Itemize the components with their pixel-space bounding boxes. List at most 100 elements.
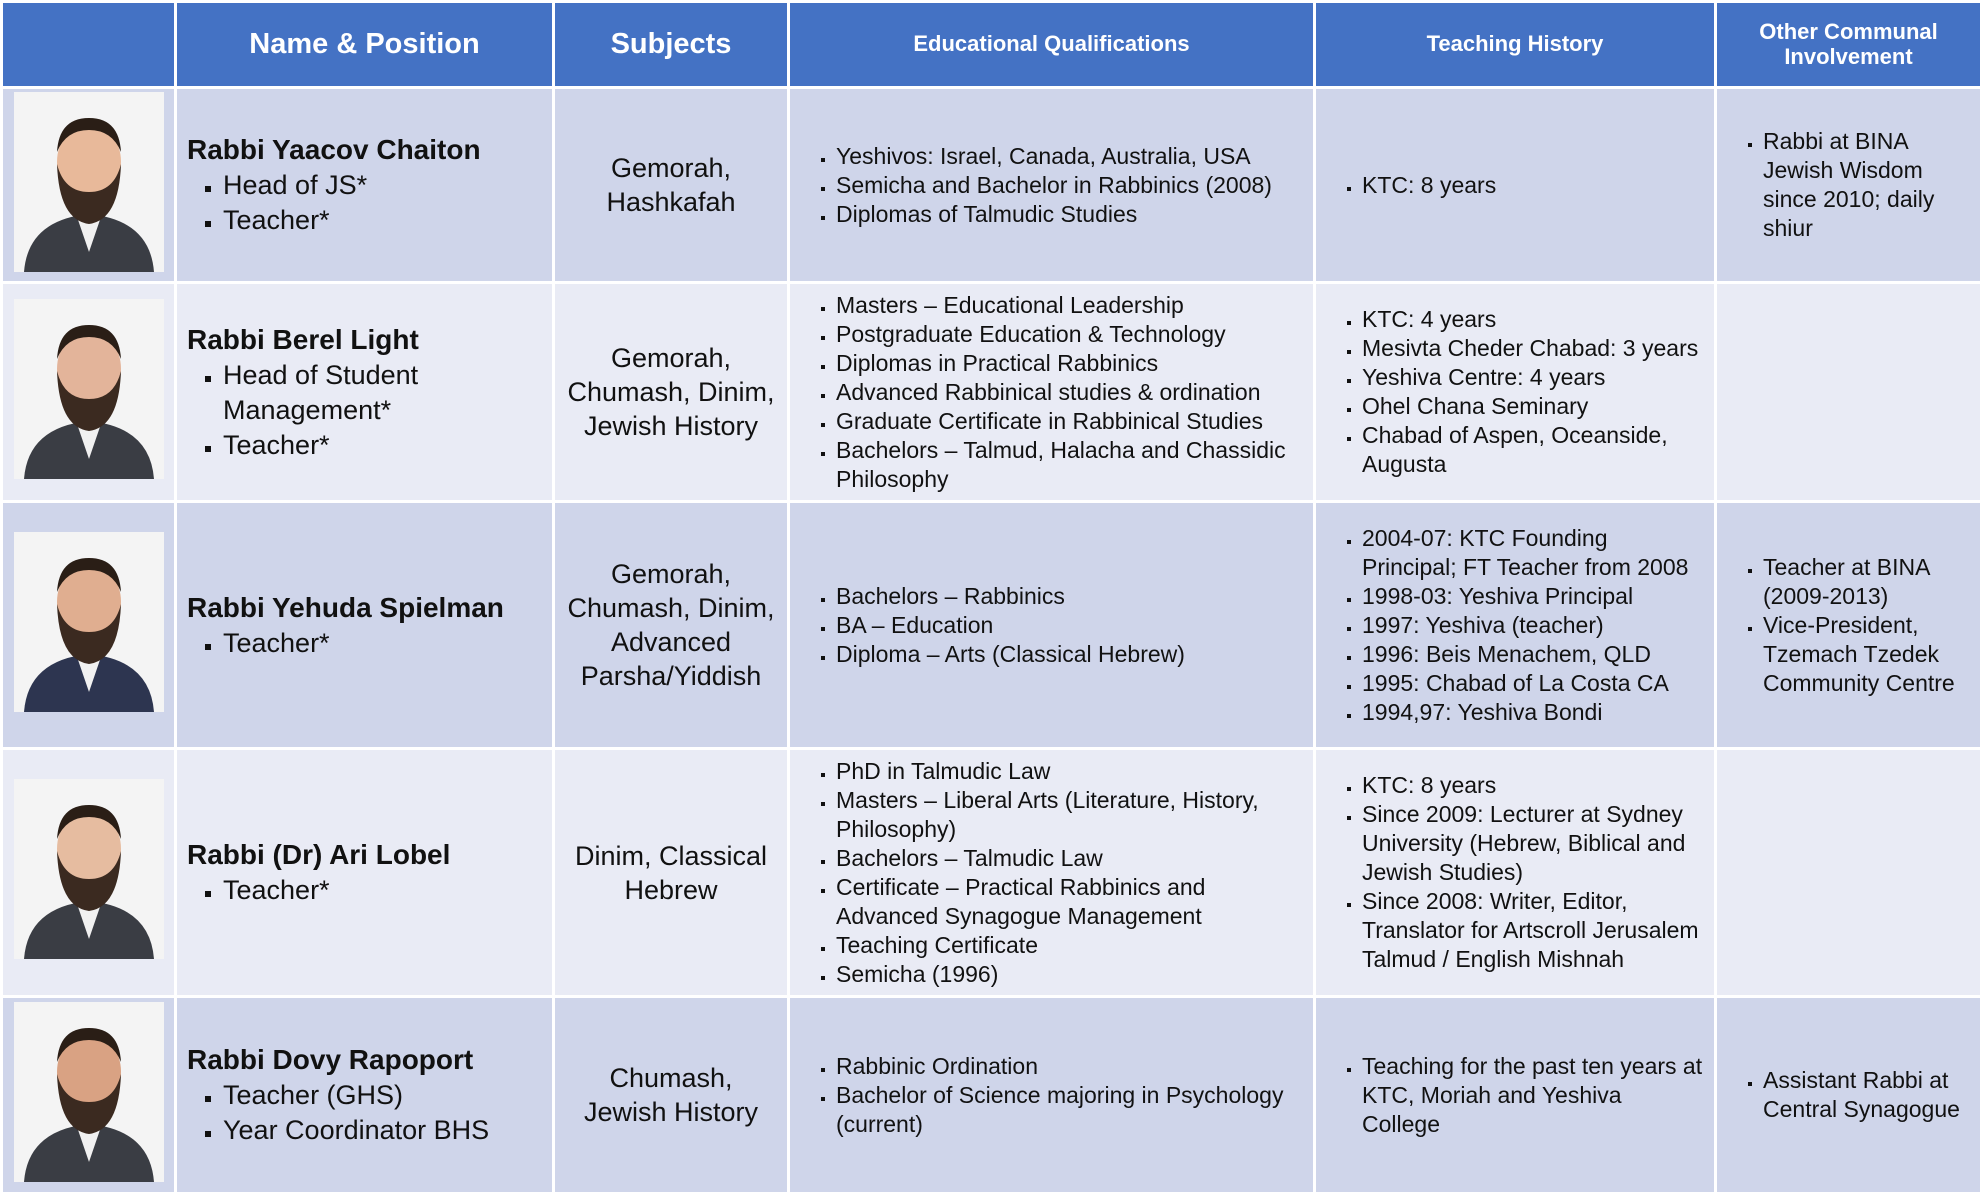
qualification: Bachelors – Rabbinics xyxy=(836,582,1303,611)
subjects: Gemorah, Chumash, Dinim, Advanced Parsha… xyxy=(552,500,790,750)
qualification: Rabbinic Ordination xyxy=(836,1052,1303,1081)
communal-item: Teacher at BINA (2009-2013) xyxy=(1763,553,1970,611)
teaching-item-list: Teaching for the past ten years at KTC, … xyxy=(1326,1052,1704,1139)
position: Year Coordinator BHS xyxy=(223,1113,542,1148)
staff-row: Rabbi Yehuda SpielmanTeacher*Gemorah, Ch… xyxy=(0,500,1980,750)
qualification: Certificate – Practical Rabbinics and Ad… xyxy=(836,873,1303,931)
teaching-item: Mesivta Cheder Chabad: 3 years xyxy=(1362,334,1704,363)
staff-photo xyxy=(13,779,164,959)
qualification-cell: Masters – Educational LeadershipPostgrad… xyxy=(787,281,1316,503)
teaching-item-cell: KTC: 8 years xyxy=(1313,86,1717,284)
teaching-item: KTC: 4 years xyxy=(1362,305,1704,334)
qualification: Diplomas of Talmudic Studies xyxy=(836,200,1303,229)
photo-cell xyxy=(0,995,177,1195)
column-header: Subjects xyxy=(552,0,790,89)
teaching-item-list: KTC: 8 yearsSince 2009: Lecturer at Sydn… xyxy=(1326,771,1704,974)
qualification-list: Masters – Educational LeadershipPostgrad… xyxy=(800,291,1303,494)
subjects: Dinim, Classical Hebrew xyxy=(552,747,790,998)
subjects: Chumash, Jewish History xyxy=(552,995,790,1195)
position-list: Teacher* xyxy=(187,626,542,661)
position: Teacher* xyxy=(223,203,542,238)
teaching-item: KTC: 8 years xyxy=(1362,171,1704,200)
teaching-item: 1997: Yeshiva (teacher) xyxy=(1362,611,1704,640)
staff-row: Rabbi Berel LightHead of Student Managem… xyxy=(0,281,1980,503)
qualification: Yeshivos: Israel, Canada, Australia, USA xyxy=(836,142,1303,171)
teaching-item: Teaching for the past ten years at KTC, … xyxy=(1362,1052,1704,1139)
staff-name: Rabbi Yaacov Chaiton xyxy=(187,134,481,165)
qualification: Semicha (1996) xyxy=(836,960,1303,989)
qualification-cell: Rabbinic OrdinationBachelor of Science m… xyxy=(787,995,1316,1195)
communal-item-list: Teacher at BINA (2009-2013)Vice-Presiden… xyxy=(1727,553,1970,698)
staff-name: Rabbi Yehuda Spielman xyxy=(187,591,504,623)
qualification: Advanced Rabbinical studies & ordination xyxy=(836,378,1303,407)
position: Head of Student Management* xyxy=(223,358,542,428)
qualification-cell: PhD in Talmudic LawMasters – Liberal Art… xyxy=(787,747,1316,998)
teaching-item: KTC: 8 years xyxy=(1362,771,1704,800)
subjects: Gemorah, Chumash, Dinim, Jewish History xyxy=(552,281,790,503)
teaching-item-cell: Teaching for the past ten years at KTC, … xyxy=(1313,995,1717,1195)
column-header: Teaching History xyxy=(1313,0,1717,89)
communal-item: Assistant Rabbi at Central Synagogue xyxy=(1763,1066,1970,1124)
communal-item-cell: Teacher at BINA (2009-2013)Vice-Presiden… xyxy=(1714,500,1980,750)
qualification: Bachelors – Talmudic Law xyxy=(836,844,1303,873)
name-cell: Rabbi Berel LightHead of Student Managem… xyxy=(174,281,555,503)
teaching-item: Since 2008: Writer, Editor, Translator f… xyxy=(1362,887,1704,974)
qualification: Masters – Educational Leadership xyxy=(836,291,1303,320)
staff-photo xyxy=(13,91,164,272)
name-cell: Rabbi Yaacov ChaitonHead of JS*Teacher* xyxy=(174,86,555,284)
subjects: Gemorah, Hashkafah xyxy=(552,86,790,284)
position: Head of JS* xyxy=(223,168,542,203)
qualification: PhD in Talmudic Law xyxy=(836,757,1303,786)
teaching-item: Chabad of Aspen, Oceanside, Augusta xyxy=(1362,421,1704,479)
teaching-item-cell: KTC: 4 yearsMesivta Cheder Chabad: 3 yea… xyxy=(1313,281,1717,503)
position: Teacher* xyxy=(223,428,542,463)
communal-item-list: Rabbi at BINA Jewish Wisdom since 2010; … xyxy=(1727,127,1970,243)
communal-item: Rabbi at BINA Jewish Wisdom since 2010; … xyxy=(1763,127,1970,243)
staff-photo xyxy=(13,298,164,479)
qualification-cell: Bachelors – RabbinicsBA – EducationDiplo… xyxy=(787,500,1316,750)
teaching-item-list: KTC: 8 years xyxy=(1326,171,1704,200)
qualification-list: Rabbinic OrdinationBachelor of Science m… xyxy=(800,1052,1303,1139)
teaching-item: Ohel Chana Seminary xyxy=(1362,392,1704,421)
communal-item-cell: Rabbi at BINA Jewish Wisdom since 2010; … xyxy=(1714,86,1980,284)
qualification-list: Yeshivos: Israel, Canada, Australia, USA… xyxy=(800,142,1303,229)
teaching-item: 1998-03: Yeshiva Principal xyxy=(1362,582,1704,611)
staff-row: Rabbi Dovy RapoportTeacher (GHS)Year Coo… xyxy=(0,995,1980,1195)
photo-cell xyxy=(0,747,177,998)
communal-item-cell xyxy=(1714,281,1980,503)
position-list: Teacher (GHS)Year Coordinator BHS xyxy=(187,1078,542,1148)
teaching-item-list: 2004-07: KTC Founding Principal; FT Teac… xyxy=(1326,524,1704,727)
column-header: Educational Qualifications xyxy=(787,0,1316,89)
staff-name: Rabbi Berel Light xyxy=(187,323,419,355)
name-cell: Rabbi (Dr) Ari LobelTeacher* xyxy=(174,747,555,998)
qualification: Semicha and Bachelor in Rabbinics (2008) xyxy=(836,171,1303,200)
communal-item: Vice-President, Tzemach Tzedek Community… xyxy=(1763,611,1970,698)
communal-item-cell xyxy=(1714,747,1980,998)
qualification: Bachelor of Science majoring in Psycholo… xyxy=(836,1081,1303,1139)
column-header: Other Communal Involvement xyxy=(1714,0,1980,89)
qualification-list: PhD in Talmudic LawMasters – Liberal Art… xyxy=(800,757,1303,989)
teaching-item-cell: 2004-07: KTC Founding Principal; FT Teac… xyxy=(1313,500,1717,750)
teaching-item: Since 2009: Lecturer at Sydney Universit… xyxy=(1362,800,1704,887)
qualification: Graduate Certificate in Rabbinical Studi… xyxy=(836,407,1303,436)
qualification: Diplomas in Practical Rabbinics xyxy=(836,349,1303,378)
qualification: Masters – Liberal Arts (Literature, Hist… xyxy=(836,786,1303,844)
teaching-item: Yeshiva Centre: 4 years xyxy=(1362,363,1704,392)
photo-cell xyxy=(0,500,177,750)
staff-row: Rabbi (Dr) Ari LobelTeacher*Dinim, Class… xyxy=(0,747,1980,998)
name-cell: Rabbi Dovy RapoportTeacher (GHS)Year Coo… xyxy=(174,995,555,1195)
position-list: Head of Student Management*Teacher* xyxy=(187,358,542,463)
staff-name: Rabbi Dovy Rapoport xyxy=(187,1044,474,1075)
staff-row: Rabbi Yaacov ChaitonHead of JS*Teacher*G… xyxy=(0,86,1980,284)
column-header: Name & Position xyxy=(174,0,555,89)
qualification-list: Bachelors – RabbinicsBA – EducationDiplo… xyxy=(800,582,1303,669)
teaching-item: 1995: Chabad of La Costa CA xyxy=(1362,669,1704,698)
communal-item-cell: Assistant Rabbi at Central Synagogue xyxy=(1714,995,1980,1195)
photo-cell xyxy=(0,86,177,284)
name-cell: Rabbi Yehuda SpielmanTeacher* xyxy=(174,500,555,750)
qualification: Bachelors – Talmud, Halacha and Chassidi… xyxy=(836,436,1303,494)
photo-header xyxy=(0,0,177,89)
position-list: Head of JS*Teacher* xyxy=(187,168,542,238)
